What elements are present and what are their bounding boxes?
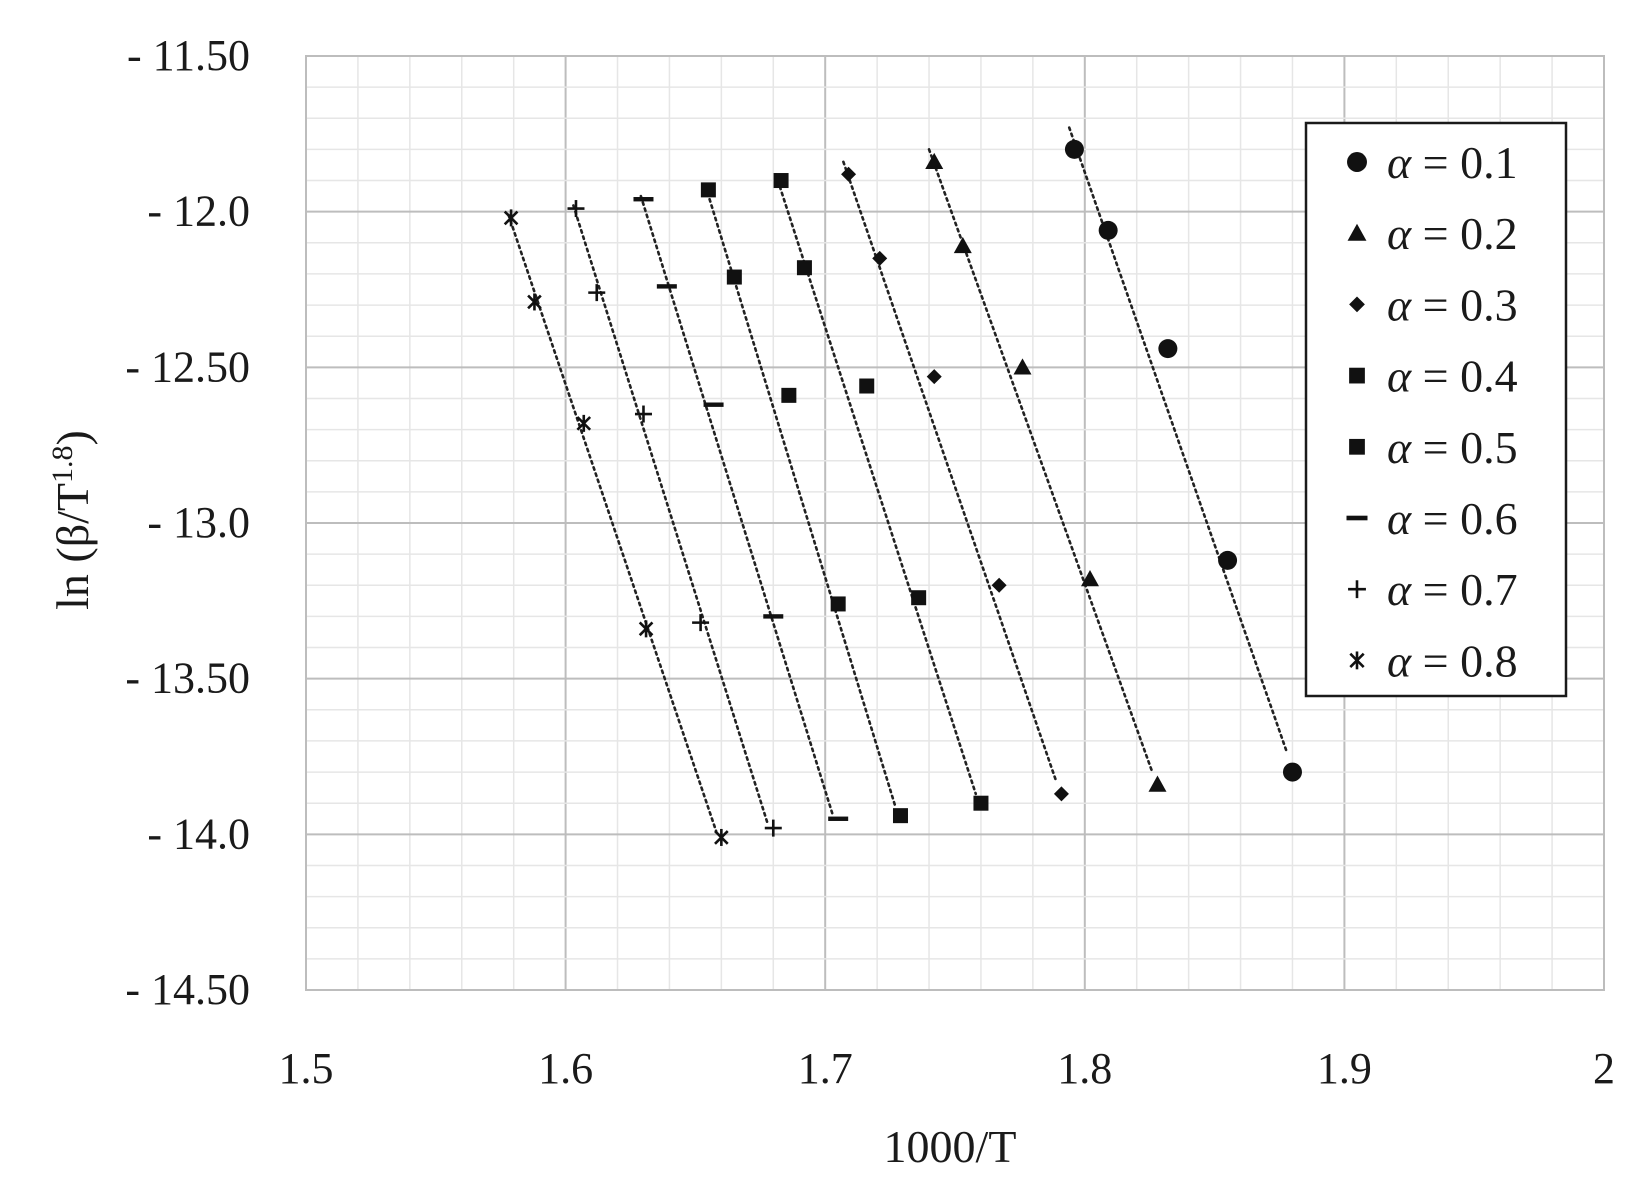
- data-point-series-8: [638, 620, 654, 638]
- data-point-series-6: [633, 197, 654, 202]
- trendline-series-7: [572, 204, 770, 827]
- data-point-series-7: [692, 614, 710, 632]
- x-tick-label: 1.6: [538, 1044, 593, 1093]
- data-point-series-4: [773, 173, 789, 189]
- x-axis-tick-labels: 1.5 1.6 1.7 1.8 1.9 2: [279, 1044, 1616, 1093]
- y-tick-label: - 12.50: [125, 342, 250, 391]
- y-tick-label: - 12.0: [147, 187, 250, 236]
- data-point-series-3: [872, 250, 888, 266]
- data-point-series-2: [925, 152, 944, 170]
- x-tick-label: 1.5: [279, 1044, 334, 1093]
- data-point-series-6: [656, 284, 677, 289]
- legend-marker-series-6: [1346, 515, 1368, 521]
- data-point-series-2: [953, 236, 972, 254]
- data-point-series-1: [1282, 762, 1302, 782]
- legend-label-series-4: α = 0.4: [1387, 351, 1518, 402]
- data-point-series-6: [763, 614, 784, 619]
- data-point-series-4: [859, 378, 875, 394]
- data-point-series-2: [1080, 570, 1099, 587]
- trendline-series-8: [507, 213, 718, 833]
- legend-label-series-2: α = 0.2: [1387, 208, 1518, 259]
- data-point-series-5: [700, 182, 716, 198]
- y-axis-title-superscript: 1.8: [46, 445, 79, 483]
- data-point-series-4: [973, 795, 989, 811]
- legend-label-series-1: α = 0.1: [1387, 137, 1518, 188]
- data-point-series-5: [830, 596, 846, 612]
- legend-label-series-8: α = 0.8: [1387, 635, 1518, 686]
- data-point-series-3: [1053, 786, 1069, 802]
- data-point-series-8: [576, 414, 592, 432]
- data-point-series-6: [828, 816, 849, 821]
- data-points: [503, 139, 1302, 846]
- data-point-series-2: [1013, 358, 1032, 375]
- data-point-series-1: [1064, 139, 1084, 159]
- trendline-series-6: [639, 194, 835, 817]
- y-axis-title: ln (β/T1.8): [46, 430, 99, 610]
- legend-marker-series-2: [1347, 223, 1367, 241]
- data-point-series-5: [781, 387, 797, 403]
- y-axis-tick-labels: - 11.50 - 12.0 - 12.50 - 13.0 - 13.50 - 14.0 -…: [125, 31, 250, 1014]
- legend-label-series-6: α = 0.6: [1387, 493, 1518, 544]
- data-point-series-3: [926, 369, 942, 385]
- data-point-series-4: [911, 590, 927, 606]
- data-point-series-8: [503, 209, 519, 227]
- legend-marker-series-3: [1349, 296, 1365, 313]
- plot-area-frame: [305, 55, 1605, 991]
- data-point-series-1: [1158, 339, 1178, 359]
- data-point-series-8: [527, 293, 542, 311]
- trendline-series-5: [704, 185, 897, 808]
- x-tick-label: 1.7: [798, 1044, 853, 1093]
- legend-label-series-7: α = 0.7: [1387, 564, 1518, 615]
- legend: α = 0.1 α = 0.2 α = 0.3 α = 0.4 α = 0.5 α = 0…: [1304, 121, 1568, 698]
- legend-marker-series-1: [1347, 152, 1367, 172]
- trendline-series-2: [927, 148, 1154, 774]
- data-point-series-7: [588, 284, 606, 302]
- y-tick-label: - 14.50: [125, 965, 250, 1014]
- data-point-series-3: [841, 166, 857, 182]
- data-point-series-1: [1218, 550, 1238, 570]
- data-point-series-4: [796, 260, 812, 276]
- data-point-series-8: [714, 828, 729, 846]
- data-point-series-3: [991, 577, 1007, 593]
- x-axis-title: 1000/T: [884, 1121, 1017, 1172]
- legend-label-series-3: α = 0.3: [1387, 279, 1518, 330]
- legend-box: [1304, 121, 1568, 698]
- x-tick-label: 2: [1593, 1044, 1615, 1093]
- y-tick-label: - 14.0: [147, 809, 250, 858]
- data-point-series-7: [764, 819, 782, 837]
- y-axis-title-close: ): [47, 430, 98, 445]
- legend-label-series-5: α = 0.5: [1387, 422, 1518, 473]
- y-tick-label: - 11.50: [127, 31, 250, 80]
- trendline-series-3: [842, 160, 1058, 783]
- legend-marker-series-4: [1349, 367, 1365, 384]
- legend-marker-series-5: [1349, 438, 1365, 455]
- data-point-series-2: [1148, 775, 1167, 792]
- trendline-series-4: [774, 173, 978, 796]
- data-point-series-1: [1098, 220, 1118, 240]
- x-tick-label: 1.8: [1057, 1044, 1112, 1093]
- legend-marker-series-8: [1349, 651, 1365, 670]
- y-tick-label: - 13.0: [147, 498, 250, 547]
- data-point-series-5: [726, 269, 742, 285]
- data-point-series-5: [892, 808, 908, 824]
- legend-marker-series-7: [1348, 580, 1366, 599]
- x-tick-label: 1.9: [1317, 1044, 1372, 1093]
- data-point-series-7: [634, 405, 652, 423]
- data-point-series-6: [703, 402, 724, 407]
- y-tick-label: - 13.50: [125, 654, 250, 703]
- data-point-series-7: [567, 200, 585, 218]
- y-axis-title-main: ln (β/T: [47, 483, 98, 610]
